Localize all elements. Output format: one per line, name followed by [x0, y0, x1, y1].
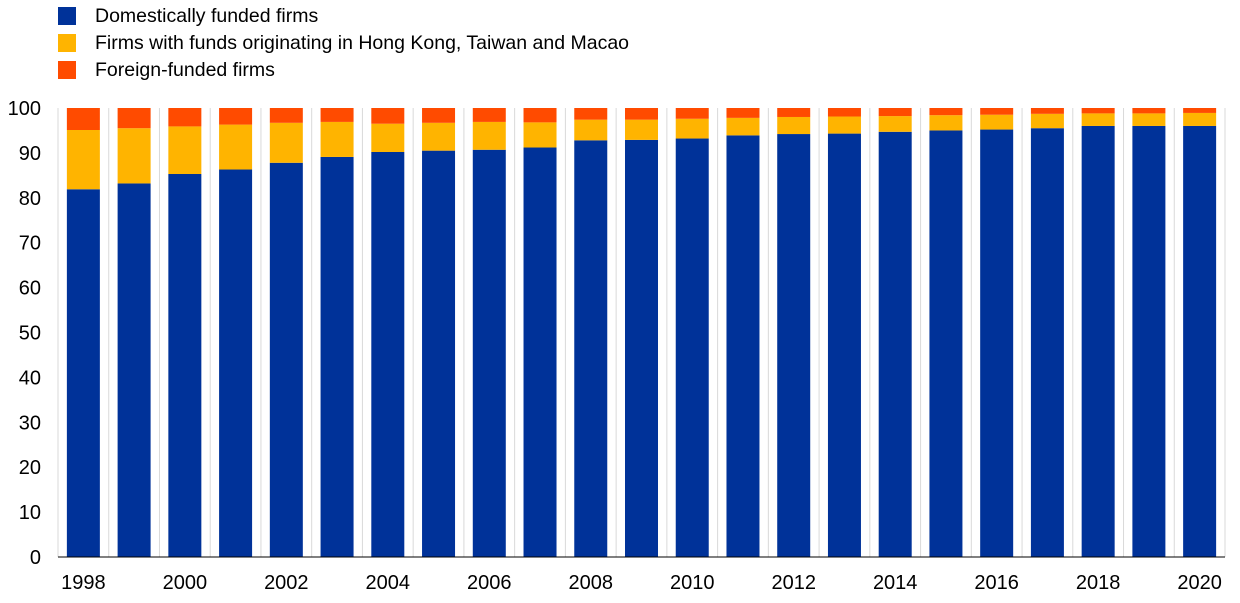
bar-segment-series-1: [574, 119, 608, 141]
bar-segment-series-0: [929, 130, 963, 557]
bar-segment-series-2: [371, 108, 405, 124]
y-tick-label: 60: [19, 278, 41, 300]
x-tick-label: 2002: [264, 572, 309, 594]
bar-segment-series-1: [1183, 112, 1217, 126]
bar-segment-series-2: [1030, 108, 1064, 114]
x-tick-label: 2020: [1177, 572, 1222, 594]
bar-segment-series-1: [1030, 113, 1064, 129]
bar-segment-series-0: [219, 169, 253, 557]
bar-segment-series-1: [675, 118, 709, 139]
y-tick-label: 70: [19, 233, 41, 255]
bar-segment-series-2: [422, 108, 456, 123]
bar-segment-series-0: [472, 149, 506, 557]
x-tick-label: 2006: [467, 572, 512, 594]
bar-segment-series-1: [523, 122, 557, 148]
x-tick-label: 2014: [873, 572, 918, 594]
bar-segment-series-1: [117, 128, 151, 184]
bar-segment-series-0: [827, 133, 861, 557]
bar-segment-series-2: [472, 108, 506, 122]
y-tick-label: 100: [8, 98, 41, 120]
y-tick-label: 80: [19, 188, 41, 210]
bar-segment-series-1: [371, 123, 405, 153]
bar-segment-series-1: [472, 121, 506, 150]
bar-segment-series-2: [117, 108, 151, 129]
bar-segment-series-1: [1132, 113, 1166, 126]
y-tick-label: 40: [19, 367, 41, 389]
y-tick-label: 90: [19, 143, 41, 165]
y-tick-label: 20: [19, 457, 41, 479]
bar-segment-series-2: [929, 108, 963, 116]
x-tick-label: 2004: [366, 572, 411, 594]
bar-segment-series-0: [1183, 125, 1217, 558]
bar-segment-series-2: [1081, 108, 1115, 114]
x-tick-label: 2016: [974, 572, 1019, 594]
bar-segment-series-2: [827, 108, 861, 117]
x-tick-label: 2000: [163, 572, 208, 594]
bar-segment-series-1: [66, 130, 100, 190]
bar-segment-series-0: [117, 183, 151, 557]
bar-segment-series-2: [726, 108, 760, 118]
bar-segment-series-2: [980, 108, 1014, 115]
y-tick-label: 50: [19, 323, 41, 345]
bar-segment-series-2: [1132, 108, 1166, 114]
bar-segment-series-0: [320, 156, 354, 558]
bar-segment-series-1: [777, 116, 811, 135]
bar-segment-series-2: [625, 108, 658, 120]
legend-label-hk-taiwan-macao: Firms with funds originating in Hong Kon…: [95, 32, 630, 54]
bar-segment-series-1: [726, 117, 760, 136]
bar-segment-series-0: [980, 129, 1014, 557]
bar-segment-series-1: [929, 115, 963, 131]
bar-segment-series-2: [878, 108, 912, 117]
bar-segment-series-1: [422, 122, 456, 151]
legend-swatch-hk-taiwan-macao: [58, 34, 76, 52]
bar-segment-series-0: [66, 189, 100, 558]
x-tick-label: 2012: [771, 572, 816, 594]
bar-segment-series-2: [1183, 108, 1217, 113]
bar-segment-series-0: [777, 134, 811, 558]
bar-segment-series-1: [625, 119, 658, 140]
bar-segment-series-0: [422, 150, 456, 557]
bar-segment-series-1: [320, 121, 354, 157]
x-tick-label: 2010: [670, 572, 715, 594]
bar-segment-series-1: [269, 122, 303, 163]
bar-segment-series-0: [878, 131, 912, 557]
legend-label-foreign: Foreign-funded firms: [95, 59, 275, 81]
bar-segment-series-0: [168, 174, 202, 558]
bar-segment-series-0: [371, 152, 405, 557]
bar-segment-series-1: [168, 126, 202, 175]
bar-segment-series-0: [675, 138, 709, 558]
bar-segment-series-0: [726, 135, 760, 558]
bar-segment-series-2: [269, 108, 303, 123]
bar-segment-series-1: [878, 116, 912, 132]
bar-segment-series-0: [1030, 128, 1064, 557]
y-tick-label: 0: [30, 547, 41, 569]
bar-segment-series-2: [574, 108, 608, 120]
bar-segment-series-1: [980, 114, 1014, 130]
x-tick-label: 1998: [61, 572, 106, 594]
legend-swatch-domestic: [58, 7, 76, 25]
legend-swatch-foreign: [58, 61, 76, 79]
bar-segment-series-0: [625, 139, 658, 557]
bar-segment-series-2: [523, 108, 557, 123]
bar-segment-series-1: [1081, 113, 1115, 126]
bar-segment-series-0: [523, 147, 557, 557]
bar-segment-series-0: [1132, 125, 1166, 558]
bar-segment-series-2: [168, 108, 202, 127]
y-tick-label: 30: [19, 412, 41, 434]
bar-segment-series-0: [269, 162, 303, 557]
bar-segment-series-2: [219, 108, 253, 125]
bar-segment-series-0: [574, 140, 608, 557]
y-tick-label: 10: [19, 502, 41, 524]
bar-segment-series-1: [827, 116, 861, 134]
bar-segment-series-2: [777, 108, 811, 117]
x-tick-label: 2018: [1076, 572, 1121, 594]
bar-segment-series-0: [1081, 125, 1115, 558]
bar-segment-series-1: [219, 124, 253, 170]
bar-segment-series-2: [675, 108, 709, 119]
bar-segment-series-2: [66, 108, 100, 131]
x-tick-label: 2008: [569, 572, 614, 594]
bar-segment-series-2: [320, 108, 354, 122]
legend-label-domestic: Domestically funded firms: [95, 5, 319, 27]
